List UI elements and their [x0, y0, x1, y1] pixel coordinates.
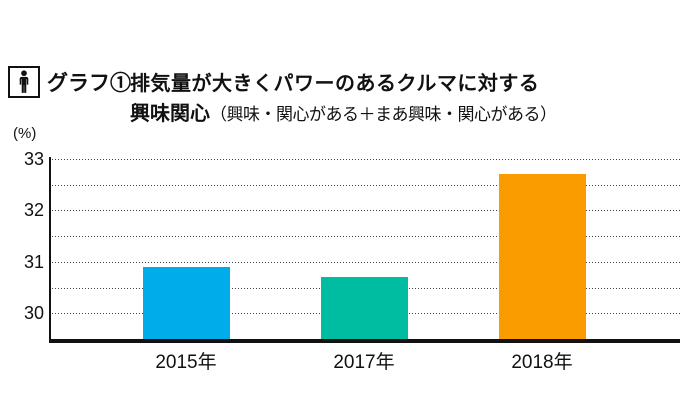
chart-title-line2-note: （興味・関心がある＋まあ興味・関心がある） [210, 105, 557, 124]
y-tick-label-32: 32 [23, 200, 44, 221]
gridline-33 [51, 159, 680, 160]
chart-title-line2-bold: 興味関心 [130, 103, 210, 125]
gridline-31.5 [51, 236, 680, 238]
bar-2015年 [142, 267, 230, 339]
person-icon [13, 70, 35, 94]
x-axis-line [48, 339, 680, 343]
gridline-31 [51, 261, 680, 263]
title-icon-box [8, 66, 40, 98]
gridline-32 [51, 210, 680, 212]
y-axis-line [48, 156, 51, 343]
bar-2017年 [320, 277, 408, 339]
graph-number-label: グラフ① [47, 72, 131, 95]
chart-title-line2: 興味関心（興味・関心がある＋まあ興味・関心がある） [130, 97, 557, 126]
x-tick-label-2018年: 2018年 [511, 352, 573, 373]
x-tick-label-2017年: 2017年 [333, 352, 395, 373]
chart-title-line1: 排気量が大きくパワーのあるクルマに対する [130, 73, 540, 95]
gridline-32.5 [51, 184, 680, 186]
y-tick-label-30: 30 [23, 303, 44, 324]
y-axis-unit-label: (%) [13, 125, 37, 142]
bar-2018年 [498, 174, 586, 339]
y-tick-label-33: 33 [23, 149, 44, 169]
x-tick-label-2015年: 2015年 [155, 352, 217, 373]
y-tick-label-31: 31 [23, 251, 44, 272]
